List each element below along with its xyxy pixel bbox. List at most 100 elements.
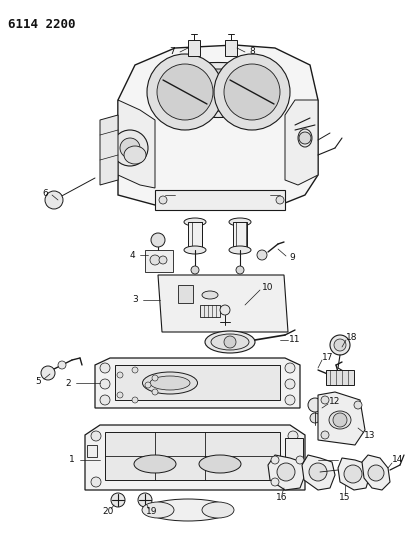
Bar bbox=[145, 250, 173, 272]
Circle shape bbox=[276, 196, 284, 204]
Polygon shape bbox=[362, 455, 390, 490]
Circle shape bbox=[277, 463, 295, 481]
Circle shape bbox=[117, 372, 123, 378]
Circle shape bbox=[153, 260, 163, 270]
Circle shape bbox=[152, 389, 158, 395]
Circle shape bbox=[151, 233, 165, 247]
Bar bbox=[285, 438, 303, 478]
Circle shape bbox=[285, 379, 295, 389]
Ellipse shape bbox=[329, 411, 351, 429]
Circle shape bbox=[91, 477, 101, 487]
Text: 9: 9 bbox=[289, 254, 295, 262]
Bar bbox=[200, 305, 220, 317]
Circle shape bbox=[354, 401, 362, 409]
Circle shape bbox=[285, 363, 295, 373]
Circle shape bbox=[138, 493, 152, 507]
Bar bbox=[188, 222, 202, 250]
Circle shape bbox=[112, 130, 148, 166]
Bar bbox=[230, 195, 245, 207]
Text: 4: 4 bbox=[129, 251, 135, 260]
Circle shape bbox=[288, 477, 298, 487]
Circle shape bbox=[288, 431, 298, 441]
Circle shape bbox=[310, 413, 320, 423]
Text: 11: 11 bbox=[289, 335, 301, 344]
Text: 13: 13 bbox=[364, 431, 376, 440]
Text: 2: 2 bbox=[65, 378, 71, 387]
Ellipse shape bbox=[199, 455, 241, 473]
Ellipse shape bbox=[146, 499, 231, 521]
Circle shape bbox=[120, 138, 140, 158]
Circle shape bbox=[91, 431, 101, 441]
Text: 7: 7 bbox=[169, 47, 175, 56]
Bar bbox=[225, 40, 237, 56]
Bar bbox=[105, 432, 280, 480]
Circle shape bbox=[220, 305, 230, 315]
Ellipse shape bbox=[229, 218, 251, 226]
Circle shape bbox=[132, 397, 138, 403]
Circle shape bbox=[111, 493, 125, 507]
Circle shape bbox=[214, 54, 290, 130]
Ellipse shape bbox=[298, 129, 312, 147]
Ellipse shape bbox=[150, 376, 190, 390]
Circle shape bbox=[147, 54, 223, 130]
Polygon shape bbox=[268, 455, 305, 490]
Circle shape bbox=[296, 456, 304, 464]
Circle shape bbox=[368, 465, 384, 481]
Ellipse shape bbox=[202, 291, 218, 299]
Circle shape bbox=[308, 398, 322, 412]
Bar bbox=[188, 40, 200, 56]
Text: 16: 16 bbox=[276, 494, 288, 503]
Circle shape bbox=[321, 396, 329, 404]
Text: 8: 8 bbox=[249, 47, 255, 56]
Circle shape bbox=[321, 431, 329, 439]
Circle shape bbox=[41, 366, 55, 380]
Circle shape bbox=[152, 375, 158, 381]
Circle shape bbox=[257, 250, 267, 260]
Circle shape bbox=[344, 465, 362, 483]
Circle shape bbox=[100, 379, 110, 389]
Circle shape bbox=[150, 255, 160, 265]
Polygon shape bbox=[338, 458, 370, 490]
Polygon shape bbox=[285, 100, 318, 185]
Text: 17: 17 bbox=[322, 353, 334, 362]
Circle shape bbox=[285, 395, 295, 405]
Ellipse shape bbox=[134, 455, 176, 473]
Text: 3: 3 bbox=[132, 295, 138, 304]
Bar bbox=[115, 365, 280, 400]
Circle shape bbox=[100, 363, 110, 373]
Text: 6: 6 bbox=[42, 189, 48, 198]
Ellipse shape bbox=[142, 372, 197, 394]
Polygon shape bbox=[95, 358, 300, 408]
Circle shape bbox=[299, 132, 311, 144]
Circle shape bbox=[224, 64, 280, 120]
Bar bbox=[87, 445, 97, 457]
Polygon shape bbox=[158, 275, 288, 332]
Bar bbox=[326, 370, 354, 385]
Ellipse shape bbox=[142, 502, 174, 518]
Text: 19: 19 bbox=[146, 507, 158, 516]
Circle shape bbox=[309, 463, 327, 481]
Polygon shape bbox=[100, 115, 118, 185]
Circle shape bbox=[191, 266, 199, 274]
Ellipse shape bbox=[184, 218, 206, 226]
Circle shape bbox=[132, 367, 138, 373]
Bar bbox=[155, 190, 285, 210]
Ellipse shape bbox=[124, 146, 146, 164]
Circle shape bbox=[271, 456, 279, 464]
Circle shape bbox=[271, 478, 279, 486]
Circle shape bbox=[45, 191, 63, 209]
Circle shape bbox=[159, 256, 167, 264]
Circle shape bbox=[58, 361, 66, 369]
Text: 15: 15 bbox=[339, 494, 351, 503]
Circle shape bbox=[330, 335, 350, 355]
Ellipse shape bbox=[205, 331, 255, 353]
Polygon shape bbox=[118, 45, 318, 210]
Polygon shape bbox=[302, 455, 335, 490]
Circle shape bbox=[334, 339, 346, 351]
Circle shape bbox=[145, 382, 151, 388]
Text: 5: 5 bbox=[35, 377, 41, 386]
Bar bbox=[233, 222, 247, 250]
Circle shape bbox=[224, 336, 236, 348]
Circle shape bbox=[157, 64, 213, 120]
Text: 1: 1 bbox=[69, 456, 75, 464]
